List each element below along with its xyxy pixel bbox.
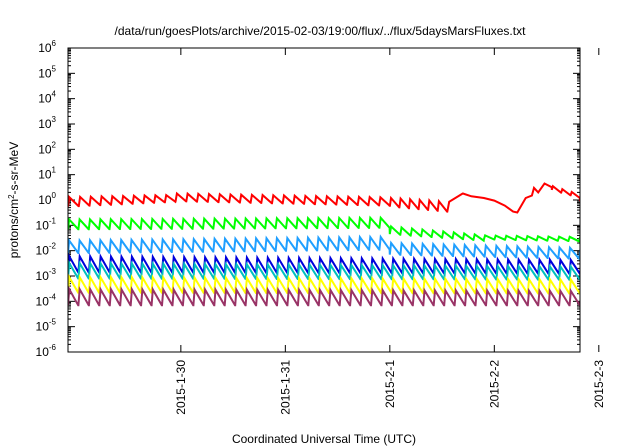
series-group [68, 182, 580, 307]
series-line-1 [68, 182, 580, 214]
y-tick-label: 102 [38, 140, 56, 156]
y-tick-base: 10 [36, 294, 50, 308]
y-tick-label: 105 [38, 64, 56, 80]
x-tick-label: 2015-2-1 [383, 360, 397, 408]
y-tick-base: 10 [36, 320, 50, 334]
x-tick-label: 2015-1-31 [278, 360, 292, 415]
x-tick-labels: 2015-1-30 2015-1-31 2015-2-1 2015-2-2 2015-2… [174, 360, 606, 415]
x-tick-label: 2015-2-3 [592, 360, 606, 408]
y-tick-label: 106 [38, 39, 56, 55]
x-tick-label: 2015-2-2 [487, 360, 501, 408]
series-line-2 [68, 215, 580, 243]
y-tick-exponent: 0 [52, 191, 57, 200]
y-tick-label: 104 [38, 90, 56, 106]
y-tick-exponent: -2 [49, 242, 57, 251]
y-tick-exponent: -1 [49, 216, 57, 225]
y-tick-label: 10-1 [36, 216, 57, 232]
y-tick-label: 10-6 [36, 343, 57, 359]
y-tick-exponent: -5 [49, 318, 57, 327]
y-tick-label: 10-2 [36, 242, 57, 258]
y-tick-exponent: 6 [52, 39, 57, 48]
y-tick-base: 10 [38, 66, 52, 80]
plot-frame [67, 47, 581, 353]
y-tick-exponent: 5 [52, 64, 57, 73]
y-tick-label: 101 [38, 166, 56, 182]
y-axis-label-base: protons/cm [7, 199, 21, 258]
y-tick-label: 103 [38, 115, 56, 131]
y-tick-base: 10 [36, 269, 50, 283]
y-tick-exponent: 2 [52, 140, 57, 149]
y-tick-base: 10 [36, 345, 50, 359]
y-tick-base: 10 [38, 142, 52, 156]
series-line-5 [68, 259, 580, 281]
y-tick-base: 10 [38, 117, 52, 131]
y-tick-exponent: 4 [52, 90, 57, 99]
y-tick-label: 10-3 [36, 267, 57, 283]
y-tick-exponent: -6 [49, 343, 57, 352]
chart-title: /data/run/goesPlots/archive/2015-02-03/1… [115, 24, 527, 38]
y-tick-base: 10 [38, 92, 52, 106]
y-tick-label: 100 [38, 191, 56, 207]
y-tick-base: 10 [38, 41, 52, 55]
y-tick-exponent: 1 [52, 166, 57, 175]
y-axis-label: protons/cm2-s-sr-MeV [7, 142, 21, 258]
series-line-3 [68, 234, 580, 260]
y-tick-base: 10 [38, 168, 52, 182]
x-axis-label: Coordinated Universal Time (UTC) [232, 432, 416, 446]
y-axis-label-rest: -s-sr-MeV [7, 142, 21, 195]
y-tick-label: 10-5 [36, 318, 57, 334]
y-tick-base: 10 [36, 218, 50, 232]
y-tick-exponent: -3 [49, 267, 57, 276]
y-tick-base: 10 [38, 193, 52, 207]
y-tick-base: 10 [36, 244, 50, 258]
y-axis-label-sup: 2 [7, 194, 16, 199]
y-tick-label: 10-4 [36, 292, 57, 308]
y-tick-exponent: 3 [52, 115, 57, 124]
y-tick-exponent: -4 [49, 292, 57, 301]
y-tick-labels: 10-610-510-410-310-210-11001011021031041… [36, 39, 57, 359]
x-tick-label: 2015-1-30 [174, 360, 188, 415]
axis-ticks [68, 47, 600, 353]
series-line-7 [68, 285, 580, 307]
